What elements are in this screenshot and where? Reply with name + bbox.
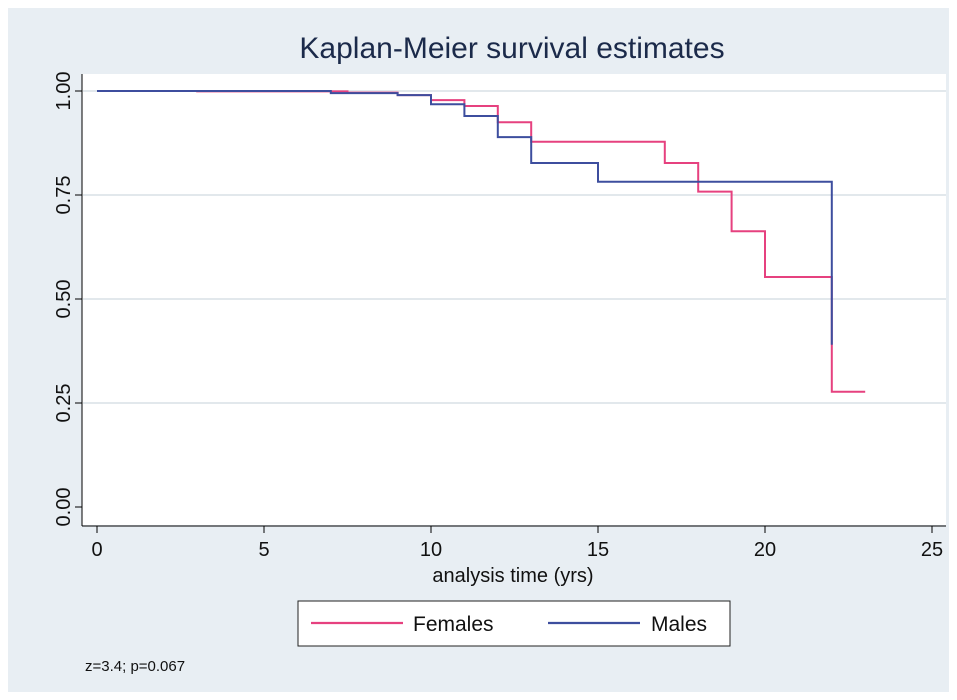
y-tick-label: 1.00: [53, 72, 75, 111]
x-tick-label: 15: [587, 539, 609, 561]
chart-title: Kaplan-Meier survival estimates: [299, 32, 724, 65]
x-tick-label: 10: [420, 539, 442, 561]
logrank-annotation: z=3.4; p=0.067: [85, 658, 186, 675]
series-line-males: [97, 90, 833, 345]
legend-label-females: Females: [413, 613, 494, 636]
y-tick-label: 0.25: [53, 384, 75, 423]
legend: Females Males: [297, 600, 731, 647]
legend-label-males: Males: [651, 613, 707, 636]
y-axis-ticks: 0.00 0.25 0.50 0.75 1.00: [53, 72, 82, 527]
x-tick-label: 5: [258, 539, 269, 561]
series-lines: [97, 90, 866, 393]
x-tick-label: 25: [921, 539, 943, 561]
x-tick-label: 20: [754, 539, 776, 561]
y-tick-label: 0.00: [53, 488, 75, 527]
y-tick-label: 0.50: [53, 280, 75, 319]
legend-box: [297, 600, 731, 647]
y-tick-label: 0.75: [53, 176, 75, 215]
x-axis-label: analysis time (yrs): [432, 565, 593, 587]
x-tick-label: 0: [91, 539, 102, 561]
x-axis-ticks: 0 5 10 15 20 25: [91, 526, 943, 561]
